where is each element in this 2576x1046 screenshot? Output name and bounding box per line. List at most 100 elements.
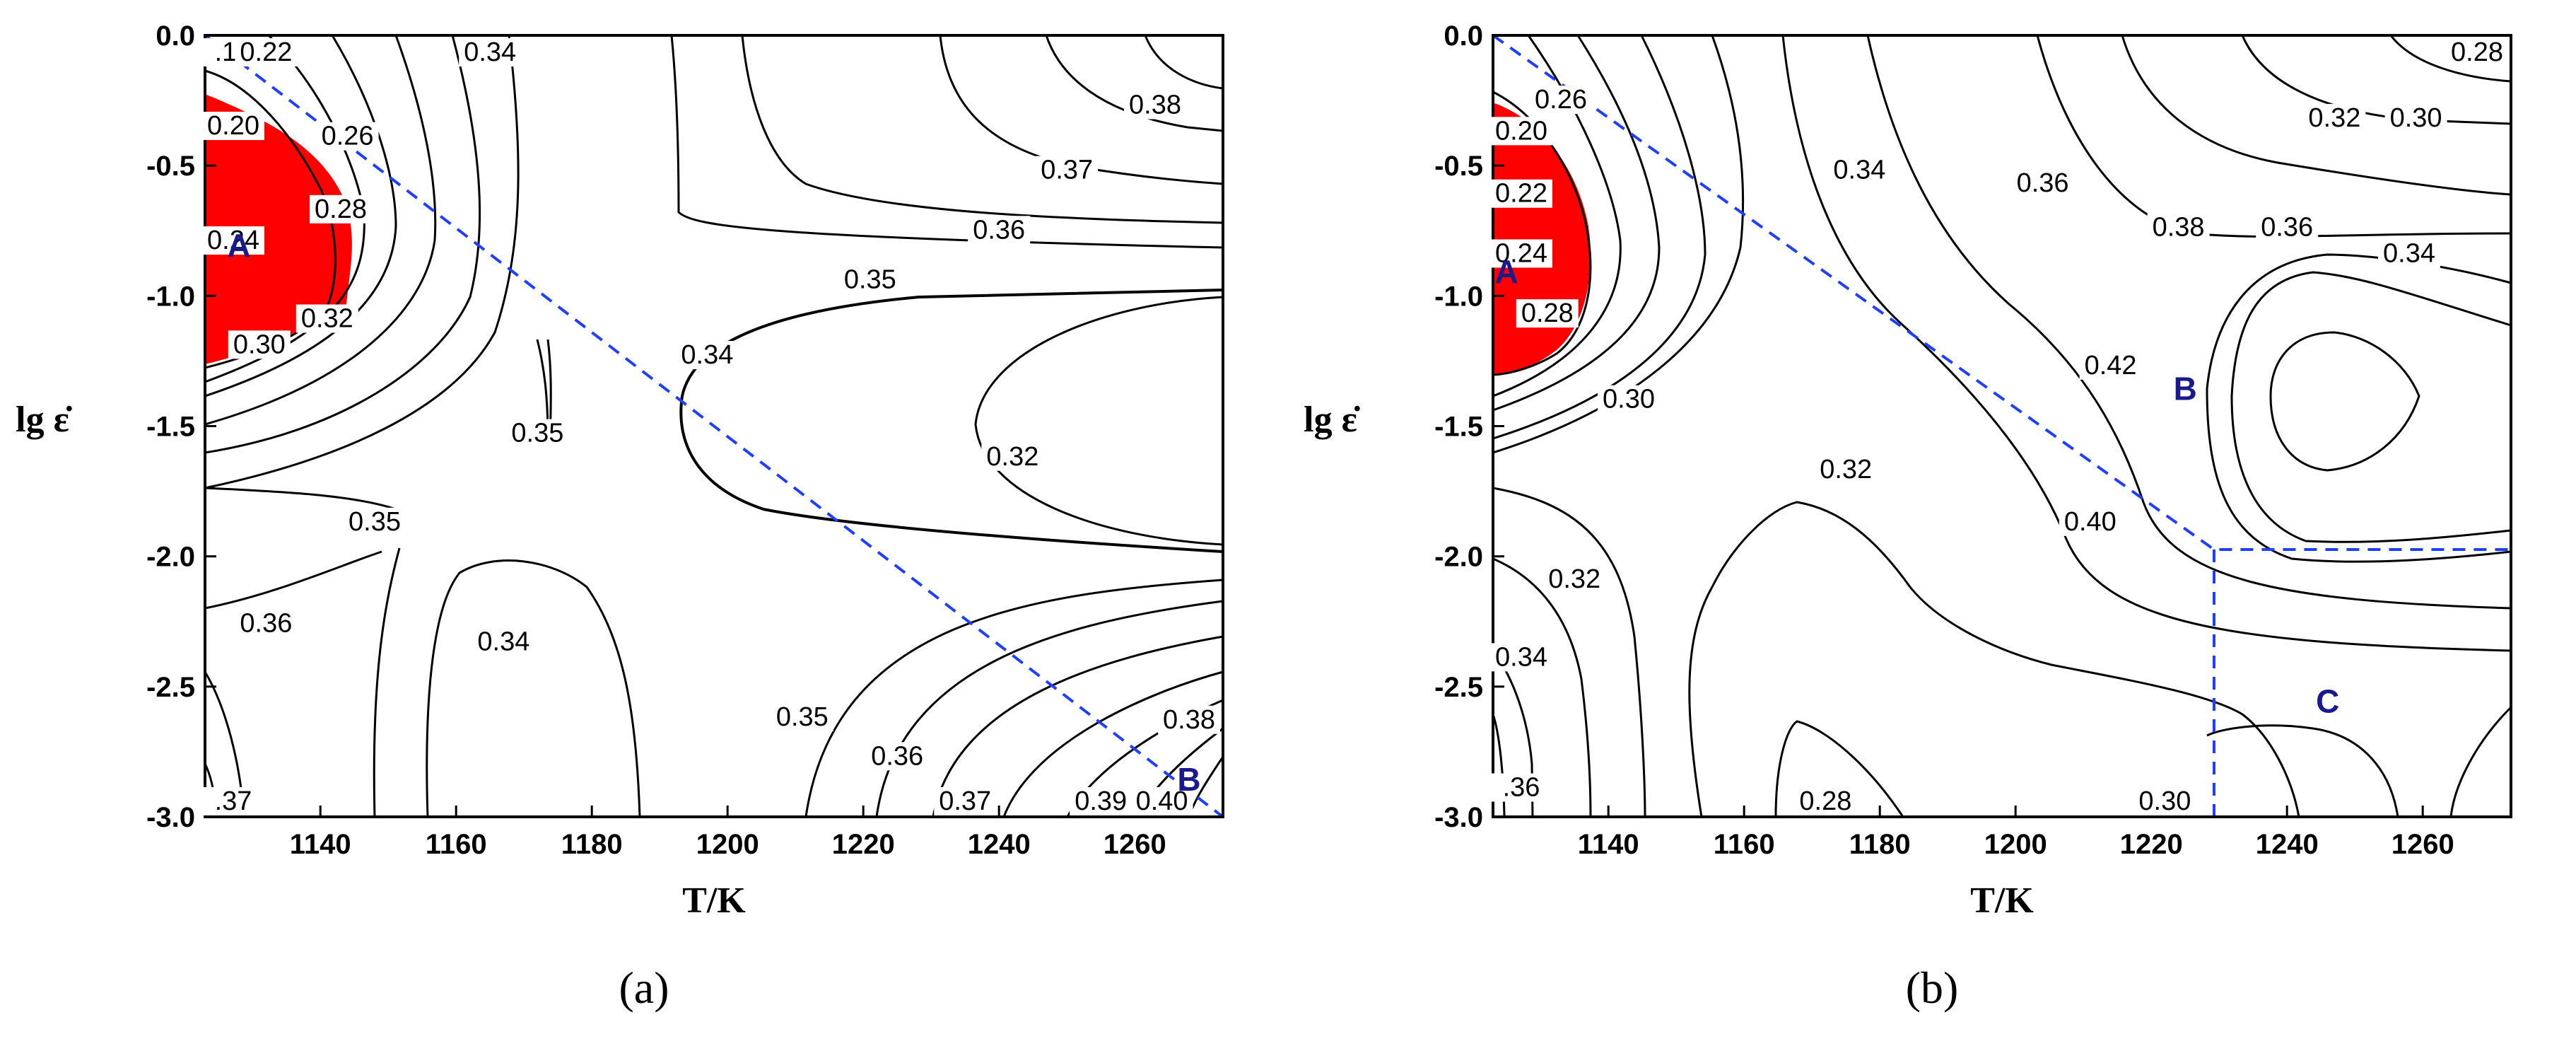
chart-panel-a: 1140 1160 1180 1200 1220 1240 1260 0.0 -0.5 -1.0 -…: [16, 21, 1224, 1013]
region-labels: AB: [227, 227, 1200, 798]
contour-label-bg: [1598, 385, 1660, 414]
contour-label: 0.22: [1495, 179, 1547, 209]
contour-label-bg: [228, 330, 291, 359]
x-tick-label: 1260: [2391, 829, 2454, 860]
x-tick-label: 1160: [1714, 829, 1775, 860]
contour-label: 0.24: [207, 226, 259, 255]
x-tick-label: 1200: [696, 829, 759, 860]
y-tick-label: -2.5: [1434, 672, 1483, 703]
y-tick-label: 0.0: [156, 21, 195, 52]
contour-label-bg: [202, 111, 264, 140]
contour-label: 0.35: [844, 265, 896, 294]
contour-label: 0.39: [1075, 786, 1127, 816]
contour-label: 0.34: [1495, 642, 1547, 672]
contour-label: 0.36: [973, 215, 1025, 245]
contour-label: 0.40: [2064, 507, 2117, 537]
contour-label: 0.34: [681, 340, 733, 370]
y-tick-label: -3.0: [1434, 802, 1483, 833]
region-labels: A B C: [1495, 253, 2340, 720]
x-tick-label: 1220: [832, 829, 895, 860]
contour-label: 0.30: [1603, 385, 1655, 414]
contour-label-bg: [1490, 117, 1552, 146]
contour-label: 0.20: [1495, 116, 1547, 146]
contour-label-bg: [1124, 91, 1186, 120]
contour-label: 0.32: [301, 304, 353, 334]
contour-label: 0.38: [1129, 91, 1181, 120]
axis-ticks: 1140 1160 1180 1200 1220 1240 1260 0.0 -0.5 -1.0 -…: [146, 21, 1166, 860]
y-tick-label: -0.5: [1434, 151, 1483, 182]
contour-label-bg: [295, 304, 358, 333]
region-label: B: [1177, 761, 1200, 798]
contour-label-bg: [676, 341, 739, 370]
contour-label-bg: [459, 38, 522, 66]
y-axis-label: lg ε̇: [1304, 400, 1360, 440]
contour-label: 0.36: [240, 608, 292, 638]
contour-label: 0.35: [776, 702, 829, 732]
y-tick-label: -1.5: [1434, 412, 1483, 443]
contour-label-bg: [235, 609, 298, 638]
contour-label-bg: [968, 216, 1031, 245]
contour-label: 0.28: [1521, 298, 1574, 328]
panel-label: (a): [619, 963, 669, 1013]
x-axis-label: T/K: [1970, 881, 2034, 921]
y-tick-label: -3.0: [146, 802, 195, 833]
region-label: A: [227, 227, 250, 264]
plot-frame: [1492, 34, 2512, 818]
contour-label-bg: [1543, 564, 1606, 593]
contour-label-bg: [1036, 156, 1099, 185]
contour-label: 0.34: [2383, 238, 2435, 268]
contour-label-bg: [316, 122, 379, 151]
contour-label: 0.34: [464, 37, 516, 67]
contour-label: 0.32: [2308, 103, 2360, 133]
contour-labels: 0.28 0.260.20 0.32 0.30 0.34 0.36 0.22 0.38 0.36…: [1490, 37, 2508, 816]
x-tick-label: 1140: [290, 829, 351, 860]
contour-label-bg: [1794, 787, 1857, 815]
contour-label-bg: [1815, 455, 1878, 484]
contour-label-bg: [771, 703, 833, 732]
region-label: C: [2316, 683, 2339, 720]
contour-label-bg: [202, 226, 264, 255]
y-tick-label: 0.0: [1444, 21, 1483, 52]
contour-label-bg: [235, 38, 298, 66]
contour-label: 0.30: [2138, 786, 2191, 816]
contour-label: 0.28: [1799, 786, 1851, 816]
contour-label: 0.30: [2390, 103, 2442, 133]
contour-label-bg: [1828, 156, 1891, 185]
contour-label: 0.40: [1136, 786, 1188, 816]
x-tick-label: 1260: [1103, 829, 1166, 860]
contour-label-bg: [1490, 179, 1552, 208]
contour-label-bg: [1490, 239, 1552, 268]
region-label: B: [2174, 371, 2197, 407]
instability-region: [205, 94, 352, 364]
contour-label-bg: [310, 194, 372, 223]
contour-label-bg: [1516, 299, 1579, 328]
contour-label: 0.34: [477, 627, 529, 656]
contour-label-bg: [2059, 507, 2121, 536]
contour-label: 0.32: [1820, 455, 1872, 484]
contour-label-bg: [2303, 103, 2366, 132]
x-tick-label: 1140: [1578, 829, 1639, 860]
contour-label: 0.38: [2153, 213, 2205, 243]
contour-label-bg: [344, 507, 406, 536]
x-tick-label: 1160: [426, 829, 487, 860]
chart-panel-b: 1140 1160 1180 1200 1220 1240 1260 0.0 -0.5 -1.0 -…: [1288, 0, 2576, 1046]
y-tick-label: -1.0: [146, 281, 195, 312]
contour-label: 0.42: [2085, 351, 2137, 380]
contour-label: 0.35: [349, 507, 401, 537]
contour-label: 0.37: [939, 786, 991, 816]
contour-label: 0.30: [233, 330, 286, 359]
contour-label-bg: [2079, 351, 2142, 380]
dashed-process-line: [204, 34, 1224, 818]
contour-label-bg: [934, 787, 997, 815]
panel-label: (b): [1905, 963, 1959, 1013]
contour-label: 0.20: [207, 111, 259, 141]
chart-b-svg: 1140 1160 1180 1200 1220 1240 1260 0.0 -0.5 -1.0 -…: [1304, 21, 2512, 921]
contour-label: .36: [1503, 773, 1540, 803]
contour-label: 0.35: [511, 419, 563, 448]
contour-label: 0.32: [1548, 564, 1600, 594]
contour-label: 0.38: [1163, 705, 1215, 735]
contour-label-bg: [2256, 213, 2319, 242]
contour-label: .37: [215, 786, 252, 816]
contour-label-bg: [1490, 773, 1552, 802]
x-tick-label: 1180: [1849, 829, 1911, 860]
